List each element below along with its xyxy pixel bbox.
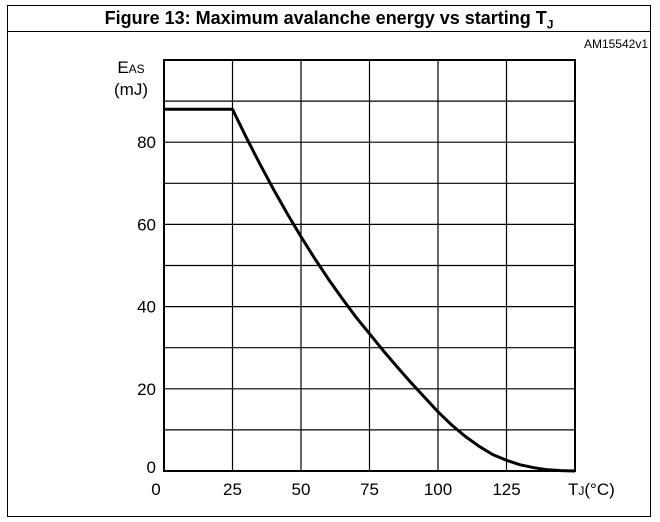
y-tick-label: 0 xyxy=(147,458,156,477)
x-tick-label: 125 xyxy=(492,480,520,499)
x-axis-label: TJ(°C) xyxy=(568,480,615,499)
y-tick-label: 60 xyxy=(137,215,156,234)
y-tick-label: 80 xyxy=(137,133,156,152)
figure-title-bar: Figure 13: Maximum avalanche energy vs s… xyxy=(7,5,651,32)
figure-title-subscript: J xyxy=(546,17,554,32)
figure-title: Figure 13: Maximum avalanche energy vs s… xyxy=(104,8,554,32)
plot-area xyxy=(163,59,576,472)
figure-frame xyxy=(7,5,651,517)
x-tick-label: 75 xyxy=(360,480,379,499)
y-axis-ticks: 0 20 40 60 80 xyxy=(137,133,156,477)
figure-code: AM15542v1 xyxy=(584,37,648,51)
figure-title-text: Figure 13: Maximum avalanche energy vs s… xyxy=(104,8,547,28)
x-tick-label: 50 xyxy=(292,480,311,499)
x-tick-label: 0 xyxy=(151,480,160,499)
y-axis-label: EAS xyxy=(117,58,144,77)
x-tick-label: 100 xyxy=(424,480,452,499)
y-axis-unit: (mJ) xyxy=(114,80,148,99)
y-tick-label: 40 xyxy=(137,298,156,317)
y-tick-label: 20 xyxy=(137,380,156,399)
grid xyxy=(163,59,576,472)
x-tick-label: 25 xyxy=(223,480,242,499)
data-series-line xyxy=(164,107,576,473)
x-axis-ticks: 0 25 50 75 100 125 xyxy=(151,480,520,499)
